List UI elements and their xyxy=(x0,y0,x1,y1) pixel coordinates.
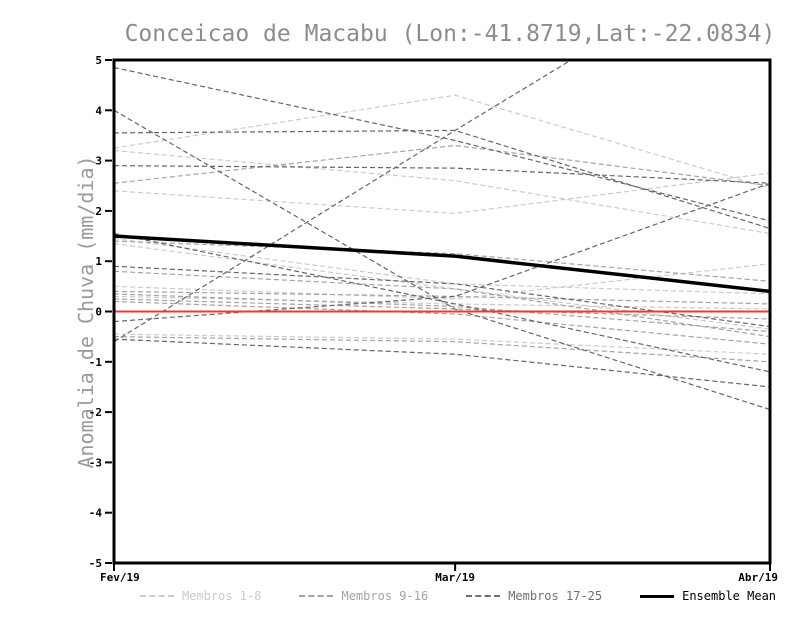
member-line-group-3 xyxy=(114,60,573,343)
legend-item: Membros 9-16 xyxy=(299,589,428,603)
axes-frame xyxy=(112,58,772,565)
y-tick-label: -1 xyxy=(89,356,103,369)
legend-label: Membros 17-25 xyxy=(508,589,603,603)
member-line-group-3 xyxy=(114,129,770,230)
y-tick-label: -2 xyxy=(89,406,102,419)
member-line-group-1 xyxy=(114,172,770,215)
member-line-group-2 xyxy=(114,300,770,345)
y-tick-label: 1 xyxy=(95,255,102,268)
member-line-group-3 xyxy=(114,66,770,222)
y-axis-label: Anomalia de Chuva (mm/dia) xyxy=(74,155,98,468)
member-line-group-3 xyxy=(114,182,770,323)
member-line-group-2 xyxy=(114,144,770,187)
chart-title: Conceicao de Macabu (Lon:-41.8719,Lat:-2… xyxy=(125,21,776,47)
y-tick-label: -3 xyxy=(89,456,102,469)
ensemble-mean-line xyxy=(114,234,770,294)
member-line-group-3 xyxy=(114,338,770,388)
member-line-group-2 xyxy=(114,336,770,363)
legend-label: Membros 9-16 xyxy=(341,589,429,603)
member-line-group-3 xyxy=(114,109,770,411)
y-tick-label: 3 xyxy=(95,155,102,168)
y-tick-label: 2 xyxy=(95,205,102,218)
legend-item: Ensemble Mean xyxy=(640,589,776,603)
legend-item: Membros 17-25 xyxy=(466,589,602,603)
legend-dashed-line-swatch xyxy=(299,595,334,597)
legend-label: Membros 1-8 xyxy=(182,589,262,603)
y-tick-label: -4 xyxy=(89,507,103,520)
legend-dashed-line-swatch xyxy=(466,595,501,597)
legend-solid-line-swatch xyxy=(640,594,675,598)
y-tick-label: 4 xyxy=(95,104,102,117)
y-tick-label: 5 xyxy=(95,54,102,67)
plot-lines xyxy=(114,60,770,411)
y-tick-label: -5 xyxy=(89,557,102,570)
member-line-group-1 xyxy=(114,243,770,330)
member-line-group-2 xyxy=(114,290,770,305)
member-line-group-1 xyxy=(114,94,770,189)
member-line-group-1 xyxy=(114,263,770,300)
legend-item: Membros 1-8 xyxy=(140,589,261,603)
plot-frame xyxy=(112,58,772,565)
member-line-group-3 xyxy=(114,232,770,373)
member-line-group-2 xyxy=(114,270,770,338)
x-tick-label: Fev/19 xyxy=(100,571,140,584)
member-line-group-3 xyxy=(114,165,770,184)
member-line-group-1 xyxy=(114,237,770,295)
member-line-group-2 xyxy=(114,240,770,282)
member-line-group-2 xyxy=(114,293,770,333)
legend-dashed-line-swatch xyxy=(140,595,174,597)
member-line-group-1 xyxy=(114,333,770,355)
legend: Membros 1-8 Membros 9-16 Membros 17-25 Ense… xyxy=(140,589,776,603)
member-line-group-1 xyxy=(114,149,770,235)
x-tick-label: Abr/19 xyxy=(738,571,778,584)
x-tick-label: Mar/19 xyxy=(435,571,475,584)
legend-label: Ensemble Mean xyxy=(682,589,777,603)
member-line-group-2 xyxy=(114,298,770,320)
y-tick-label: 0 xyxy=(95,306,102,319)
member-line-group-1 xyxy=(114,295,770,310)
